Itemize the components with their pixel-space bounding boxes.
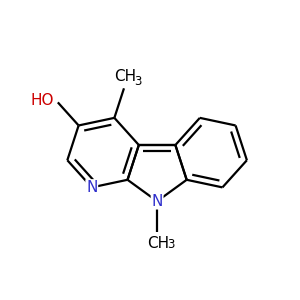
Text: N: N — [152, 194, 163, 209]
Text: N: N — [86, 180, 98, 195]
Text: 3: 3 — [134, 75, 142, 88]
Text: CH: CH — [114, 69, 136, 84]
Text: 3: 3 — [167, 238, 175, 251]
Text: HO: HO — [30, 93, 54, 108]
Text: CH: CH — [147, 236, 169, 251]
